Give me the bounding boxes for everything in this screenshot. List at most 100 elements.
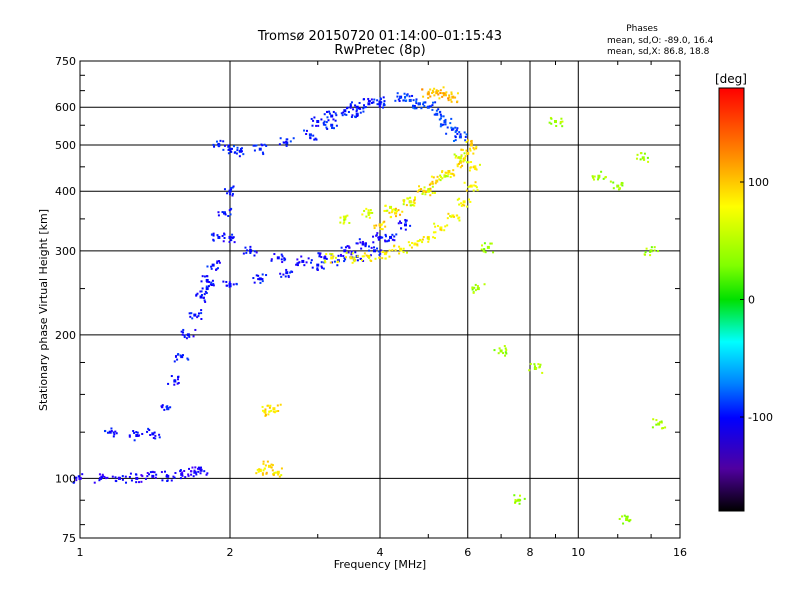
data-point [397,209,400,212]
data-point [115,480,118,483]
data-point [468,147,471,150]
data-point [384,257,387,260]
data-point [367,245,370,248]
data-point [148,429,151,432]
data-point [200,280,203,283]
data-point [322,123,325,126]
data-point [398,252,401,255]
data-point [456,100,459,103]
data-point [106,431,109,434]
data-point [373,249,377,253]
data-point [316,268,319,271]
data-point [421,192,424,195]
data-point [439,117,442,120]
data-point [486,245,490,249]
data-point [177,353,180,356]
data-point [266,460,269,463]
data-point [231,192,234,195]
data-point [417,103,420,106]
data-point [370,101,373,104]
data-point [217,260,220,263]
data-point [339,253,342,256]
data-point [227,145,230,148]
data-point [409,224,412,227]
data-point [285,141,289,145]
data-point [422,103,425,106]
data-point [474,184,477,187]
data-point [404,218,407,221]
data-point [432,176,435,179]
data-point [223,188,226,191]
data-point [466,151,470,155]
data-point [393,244,396,247]
data-point [374,257,377,260]
data-point [129,472,132,475]
data-point [431,91,434,94]
data-point [382,106,385,109]
data-point [442,123,445,126]
data-point [437,108,440,111]
data-point [253,250,256,253]
data-point [179,354,182,357]
data-point [325,253,328,256]
data-point [205,473,208,476]
data-point [504,347,507,350]
data-point [158,436,161,439]
data-point [446,175,449,178]
data-point [155,473,158,476]
data-point [413,242,417,246]
data-point [330,114,334,118]
data-point [310,117,313,120]
data-point [261,473,264,476]
data-point [378,235,382,239]
data-point [124,475,127,478]
data-point [389,235,393,239]
data-point [449,172,452,175]
data-point [434,231,437,234]
data-point [272,410,275,413]
data-point [196,316,199,319]
data-point [267,464,271,468]
data-point [346,214,349,217]
data-point [414,196,417,199]
data-point [75,479,78,482]
data-point [463,204,466,207]
data-point [427,190,430,193]
data-point [153,431,156,434]
data-point [197,470,200,473]
data-point [195,473,198,476]
data-point [438,111,441,114]
data-point [474,283,477,286]
data-point [199,468,203,472]
data-point [212,234,215,237]
data-point [429,189,432,192]
data-point [646,156,649,159]
data-point [441,169,444,172]
data-point [636,153,639,156]
data-point [205,278,209,282]
y-tick-label: 100 [55,472,76,485]
data-point [206,472,209,475]
data-point [326,110,329,113]
data-point [335,114,338,117]
data-point [490,242,493,245]
x-tick-label: 4 [377,546,384,559]
data-point [138,481,141,484]
data-point [561,125,564,128]
data-point [256,468,259,471]
data-point [144,477,147,480]
data-point [620,181,623,184]
data-point [323,256,327,260]
data-point [210,233,213,236]
data-point [261,472,264,475]
data-point [279,403,282,406]
data-point [541,371,544,374]
data-point [262,460,265,463]
data-point [233,151,236,154]
data-point [592,178,595,181]
data-point [462,159,465,162]
data-point [597,174,601,178]
data-point [255,251,258,254]
data-point [347,251,350,254]
data-point [267,413,270,416]
